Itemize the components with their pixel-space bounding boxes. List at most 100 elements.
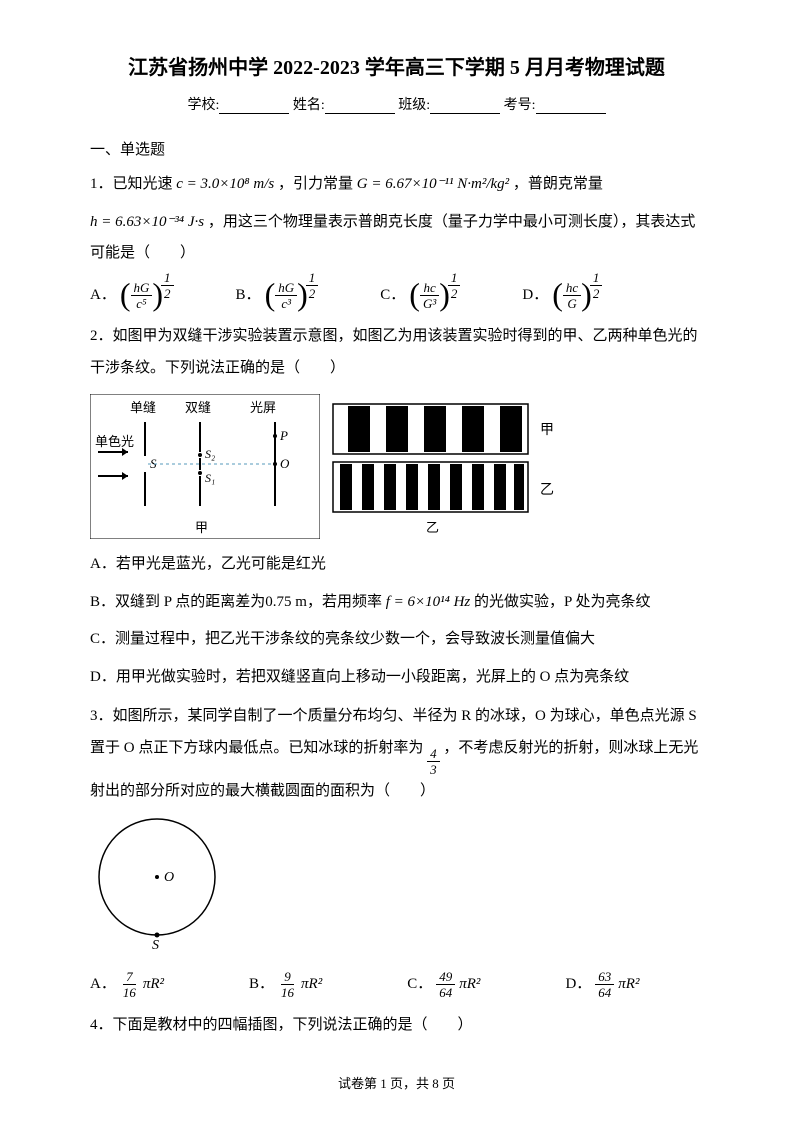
q3-diagram: O S [90,815,703,963]
exp-num: 1 [161,271,174,286]
frac-num: hc [420,281,438,296]
q1-text-a: 1．已知光速 [90,176,173,192]
exp-den: 2 [448,286,461,300]
opt-label: B． [249,969,274,1001]
tail: πR² [143,969,164,1001]
q3-options: A． 716 πR² B． 916 πR² C． 4964 πR² D． 636… [90,969,703,1001]
field-class: 班级: [398,98,430,113]
exp-den: 2 [161,286,174,300]
q1-option-a[interactable]: A． ( hGc⁵ ) 12 [90,280,176,312]
frac-num: 49 [436,970,455,985]
exp-num: 1 [306,271,319,286]
label-screen: 光屏 [250,400,276,415]
exp-num: 1 [590,271,603,286]
double-slit-diagram: 单缝 双缝 光屏 单色光 S S₂ S₁ P [90,394,320,539]
label-p: P [279,428,288,443]
label-pattern-yi: 乙 [540,482,554,498]
exp-den: 2 [590,286,603,300]
frac-den: 64 [436,985,455,999]
question-2: 2．如图甲为双缝干涉实验装置示意图，如图乙为用该装置实验时得到的甲、乙两种单色光… [90,321,703,693]
tail: πR² [301,969,322,1001]
frac-den: G [564,296,579,310]
q1-stem-2: h = 6.63×10⁻³⁴ J·s ，用这三个物理量表示普朗克长度（量子力学中… [90,207,703,270]
frac-num: hc [563,281,581,296]
label-single-slit: 单缝 [130,400,156,415]
label-bottom-s: S [152,938,159,950]
blank-number[interactable] [536,98,606,114]
q1-const-c: c = 3.0×10⁸ m/s [176,176,274,192]
q1-text-b: ，引力常量 [278,176,353,192]
opt-label: C． [380,280,405,312]
opt-label: D． [522,280,548,312]
label-center-o: O [164,870,174,885]
q3-option-c[interactable]: C． 4964 πR² [407,969,480,1001]
field-school: 学校: [187,98,219,113]
frac-num: 4 [427,747,440,762]
q1-const-h: h = 6.63×10⁻³⁴ J·s [90,214,204,230]
frac-den: c³ [278,296,294,310]
q1-text-c: ，普朗克常量 [513,176,603,192]
opt-label: C． [407,969,432,1001]
q2-stem: 2．如图甲为双缝干涉实验装置示意图，如图乙为用该装置实验时得到的甲、乙两种单色光… [90,321,703,384]
frac-den: 3 [427,762,440,776]
q2-diagram: 单缝 双缝 光屏 单色光 S S₂ S₁ P [90,394,703,539]
q1-option-c[interactable]: C． ( hcG³ ) 12 [380,280,462,312]
q2-option-b[interactable]: B．双缝到 P 点的距离差为0.75 m，若用频率 f = 6×10¹⁴ Hz … [90,587,703,619]
label-o: O [280,456,290,471]
frac-den: c⁵ [133,296,149,310]
frac-num: 63 [595,970,614,985]
frac-den: 16 [278,985,297,999]
blank-name[interactable] [325,98,395,114]
frac-num: 7 [123,970,136,985]
q4-stem: 4．下面是教材中的四幅插图，下列说法正确的是（ ） [90,1010,703,1042]
q1-const-g: G = 6.67×10⁻¹¹ N·m²/kg² [357,176,509,192]
q1-stem: 1．已知光速 c = 3.0×10⁸ m/s ，引力常量 G = 6.67×10… [90,169,703,201]
q2-option-a[interactable]: A．若甲光是蓝光，乙光可能是红光 [90,549,703,581]
question-3: 3．如图所示，某同学自制了一个质量分布均匀、半径为 R 的冰球，O 为球心，单色… [90,701,703,1000]
q2b-text-b: 的光做实验，P 处为亮条纹 [474,594,651,610]
field-name: 姓名: [293,98,325,113]
opt-label: A． [90,969,116,1001]
q3-option-d[interactable]: D． 6364 πR² [565,969,639,1001]
student-info-line: 学校: 姓名: 班级: 考号: [90,94,703,114]
label-yi-bottom: 乙 [426,520,439,535]
section-header: 一、单选题 [90,138,703,159]
frac-den: 64 [595,985,614,999]
page-footer: 试卷第 1 页，共 8 页 [0,1073,793,1092]
label-s2: S₂ [205,447,215,461]
frac-num: hG [275,281,297,296]
exp-num: 1 [448,271,461,286]
label-light: 单色光 [95,434,134,449]
opt-label: D． [565,969,591,1001]
blank-class[interactable] [430,98,500,114]
frac-den: G³ [420,296,439,310]
q2-option-d[interactable]: D．用甲光做实验时，若把双缝竖直向上移动一小段距离，光屏上的 O 点为亮条纹 [90,662,703,694]
q1-options: A． ( hGc⁵ ) 12 B． ( hGc³ ) 12 C． ( hcG³ … [90,280,703,312]
frac-num: 9 [281,970,294,985]
q3-stem: 3．如图所示，某同学自制了一个质量分布均匀、半径为 R 的冰球，O 为球心，单色… [90,701,703,807]
question-4: 4．下面是教材中的四幅插图，下列说法正确的是（ ） [90,1010,703,1042]
q2b-freq: f = 6×10¹⁴ Hz [386,594,471,610]
q1-option-d[interactable]: D． ( hcG ) 12 [522,280,604,312]
exp-den: 2 [306,286,319,300]
interference-patterns: 甲 乙 乙 [328,394,568,539]
page-title: 江苏省扬州中学 2022-2023 学年高三下学期 5 月月考物理试题 [90,50,703,86]
q1-option-b[interactable]: B． ( hGc³ ) 12 [236,280,321,312]
field-number: 考号: [504,98,536,113]
tail: πR² [459,969,480,1001]
label-s1: S₁ [205,471,215,485]
frac-num: hG [131,281,153,296]
q3-option-b[interactable]: B． 916 πR² [249,969,322,1001]
frac-den: 16 [120,985,139,999]
tail: πR² [618,969,639,1001]
label-pattern-jia: 甲 [540,423,554,438]
label-double-slit: 双缝 [185,400,211,415]
label-jia-bottom: 甲 [195,520,208,535]
q3-option-a[interactable]: A． 716 πR² [90,969,164,1001]
q2b-text-a: B．双缝到 P 点的距离差为0.75 m，若用频率 [90,594,386,610]
opt-label: A． [90,280,116,312]
question-1: 1．已知光速 c = 3.0×10⁸ m/s ，引力常量 G = 6.67×10… [90,169,703,311]
opt-label: B． [236,280,261,312]
q2-option-c[interactable]: C．测量过程中，把乙光干涉条纹的亮条纹少数一个，会导致波长测量值偏大 [90,624,703,656]
blank-school[interactable] [219,98,289,114]
